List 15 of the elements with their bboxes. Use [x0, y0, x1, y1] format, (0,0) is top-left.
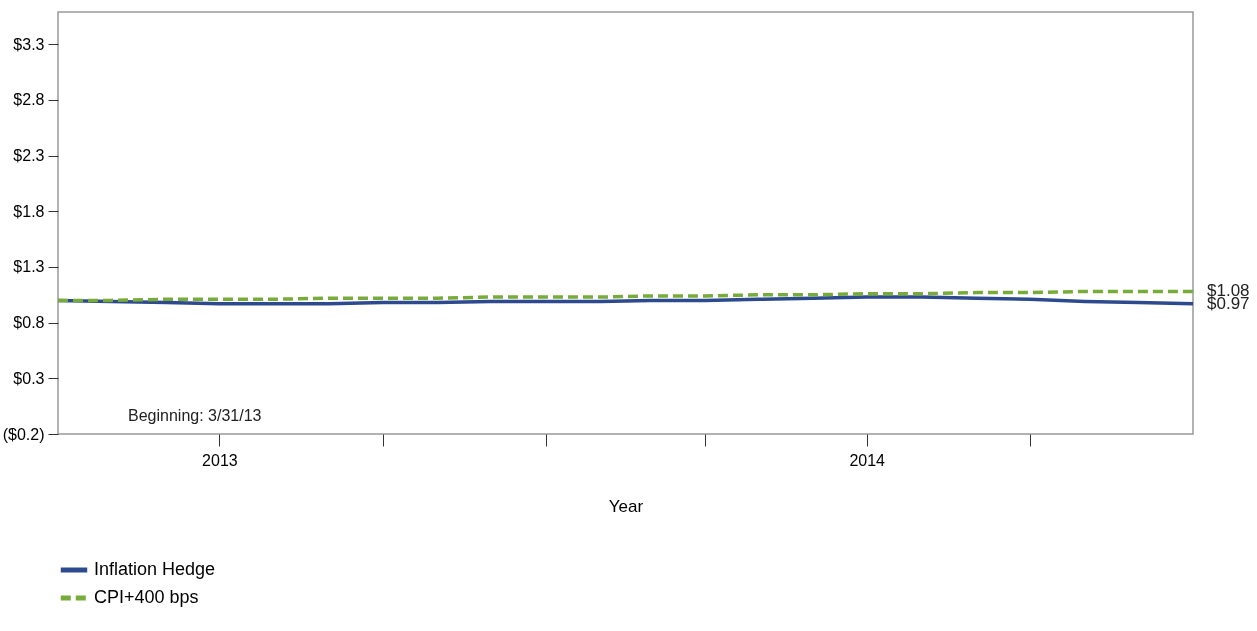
x-axis-title: Year — [608, 496, 644, 516]
y-tick-label: $2.3 — [13, 147, 45, 165]
y-tick-label: $0.3 — [13, 369, 45, 387]
x-tick-label: 2014 — [849, 451, 886, 469]
legend-label: Inflation Hedge — [94, 559, 216, 579]
legend-label: CPI+400 bps — [94, 587, 199, 607]
y-tick-label: $1.3 — [13, 258, 45, 276]
line-series — [56, 289, 1195, 303]
y-tick-label: $1.8 — [13, 202, 45, 220]
x-tick-label: 2013 — [202, 451, 238, 469]
y-tick-label: $2.8 — [13, 91, 45, 109]
y-tick-label: ($0.2) — [2, 425, 45, 443]
y-tick-label: $0.8 — [13, 314, 45, 332]
y-tick-label: $3.3 — [13, 35, 45, 53]
annotation: Beginning: 3/31/13 — [128, 407, 262, 424]
